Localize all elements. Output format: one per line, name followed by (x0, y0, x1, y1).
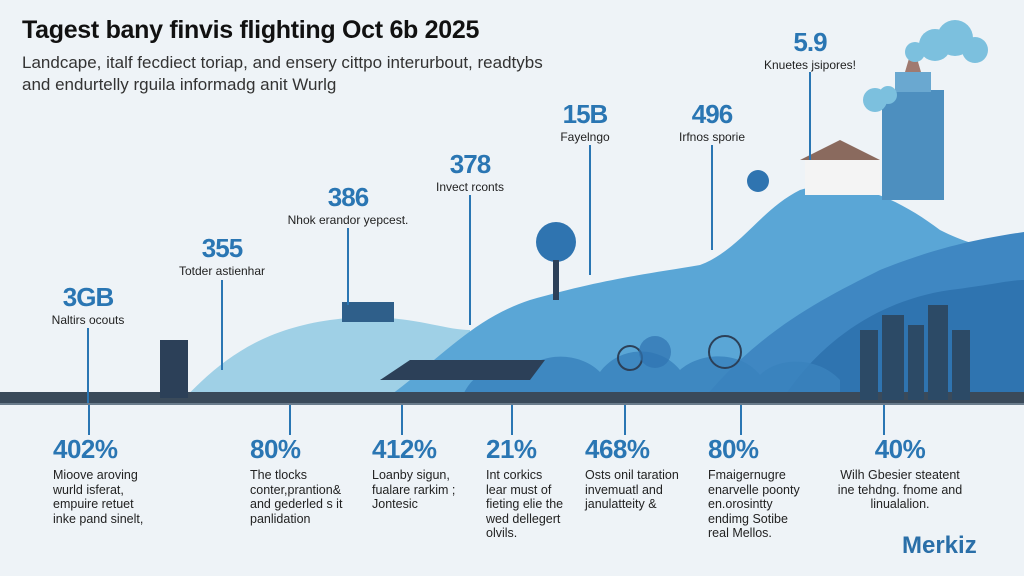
page-title: Tagest bany finvis flighting Oct 6b 2025 (22, 16, 480, 44)
callout-value: 15B (562, 99, 609, 129)
callout-value: 496 (691, 99, 733, 129)
brand-logo: Merkiz (902, 532, 977, 559)
callout-4: 378 Invect rconts (436, 150, 504, 194)
stat-text: Jontesic (372, 497, 418, 511)
callout-value: 5.9 (793, 27, 827, 57)
stat-2: 80% The tlocks conter,prantion& and gederle… (250, 434, 342, 526)
sign-icon (747, 170, 769, 192)
callout-6: 496 Irfnos sporie (679, 100, 745, 144)
callout-label: Fayelngo (560, 130, 610, 144)
stat-text: linualalion. (870, 497, 930, 511)
callout-value: 3GB (62, 282, 114, 312)
stat-text: lear must of (486, 482, 552, 497)
stat-text: Osts onil taration (585, 468, 679, 482)
stat-text: en.orosintty (708, 497, 773, 511)
callout-label: Nhok erandor yepcest. (287, 213, 409, 227)
stat-text: real Mellos. (708, 526, 772, 540)
cloud-icon (863, 20, 988, 112)
stat-value: 80% (708, 434, 759, 464)
stat-text: olvils. (486, 526, 518, 540)
stat-1: 402% Mioove aroving wurld isferat, empuire … (53, 434, 143, 526)
stat-text: fieting elie the (486, 497, 564, 511)
stat-6: 80% Fmaigernugre enarvelle poonty en.orosin… (708, 434, 800, 541)
stat-value: 80% (250, 434, 301, 464)
stat-7: 40% Wilh Gbesier steatent ine tehdng. fnom… (830, 434, 970, 512)
stat-text: Fmaigernugre (708, 468, 786, 482)
page-subtitle: Landcape, italf fecdiect toriap, and ens… (22, 53, 543, 94)
stat-text: fualare rarkim ; (372, 482, 456, 497)
stat-value: 412% (372, 434, 437, 464)
callout-label: Naltirs ocouts (51, 313, 125, 327)
callout-label: Irfnos sporie (678, 130, 746, 144)
stat-value: 468% (585, 434, 650, 464)
stat-4: 21% Int corkics lear must of fieting elie t… (486, 434, 563, 541)
far-hill (180, 317, 470, 403)
callout-2: 355 Totder astienhar (179, 234, 265, 278)
stat-text: conter,prantion& (250, 482, 342, 497)
bridge (380, 360, 545, 380)
callout-value: 355 (201, 233, 243, 263)
stat-5: 468% Osts onil taration invemuatl and janul… (585, 434, 679, 512)
stat-text: and gederled s it (250, 497, 343, 511)
callout-value: 386 (327, 182, 369, 212)
stat-text: Loanby sigun, (372, 468, 450, 482)
callout-5: 15B Fayelngo (560, 100, 609, 144)
tower-building (160, 340, 188, 398)
lighthouse-tower (882, 45, 944, 200)
callout-lines (87, 72, 811, 403)
callout-3: 386 Nhok erandor yepcest. (288, 183, 409, 227)
stat-lines (88, 405, 885, 435)
trees-silhouette (460, 351, 840, 403)
stat-text: invemuatl and (585, 482, 663, 497)
callout-label: Invect rconts (435, 180, 505, 194)
house (800, 140, 880, 195)
stat-text: endimg Sotibe (708, 511, 788, 526)
stat-text: inke pand sinelt, (53, 511, 144, 526)
stat-text: panlidation (250, 511, 311, 526)
stat-text: Wilh Gbesier steatent (840, 468, 960, 482)
stat-3: 412% Loanby sigun, fualare rarkim ; Jontesi… (372, 434, 455, 512)
stat-text: janulatteity & (585, 497, 657, 511)
ship (342, 302, 394, 322)
stat-value: 21% (486, 434, 537, 464)
stat-text: The tlocks (250, 468, 307, 482)
stat-text: enarvelle poonty (708, 482, 800, 497)
stat-text: Mioove aroving (53, 468, 138, 482)
city-buildings (860, 305, 970, 400)
callout-label: Totder astienhar (178, 264, 266, 278)
stat-text: wurld isferat, (53, 482, 124, 497)
stat-text: empuire retuet (53, 497, 134, 511)
stat-value: 40% (874, 434, 926, 464)
callout-1: 3GB Naltirs ocouts (52, 283, 125, 327)
ground (0, 392, 1024, 404)
stat-text: wed dellegert (486, 511, 561, 526)
stat-value: 402% (53, 434, 118, 464)
callout-label: Knuetes jsipores! (763, 58, 857, 72)
radar-dish (536, 222, 576, 262)
stat-text: Int corkics (486, 468, 543, 482)
stat-text: ine tehdng. fnome and (837, 482, 963, 497)
callout-7: 5.9 Knuetes jsipores! (764, 28, 856, 72)
callout-value: 378 (449, 149, 491, 179)
